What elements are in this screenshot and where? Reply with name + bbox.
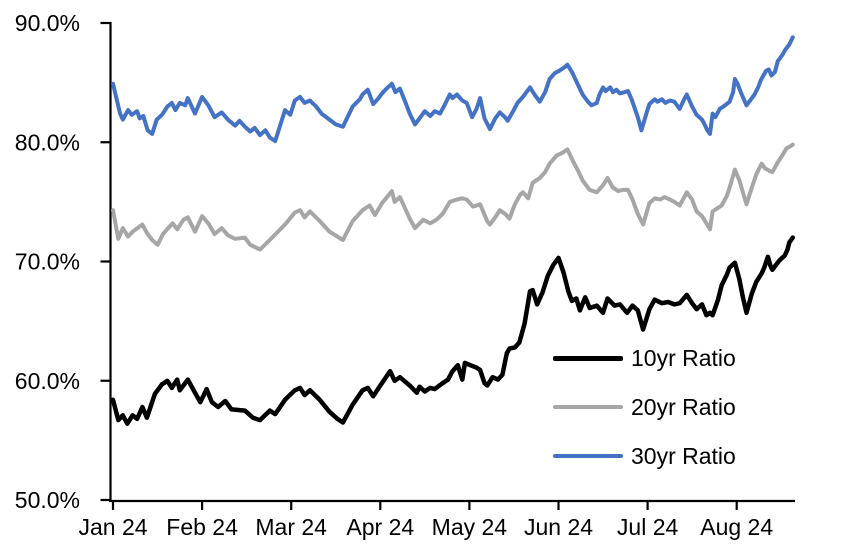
legend-swatch-30yr — [553, 454, 623, 458]
x-tick-label: Jan 24 — [78, 514, 147, 540]
y-axis-ticks: 50.0% 60.0% 70.0% 80.0% 90.0% — [15, 10, 111, 513]
series-lines — [110, 35, 796, 426]
legend-item-30yr-ratio: 30yr Ratio — [553, 442, 736, 470]
series-line-10yr-ratio — [110, 235, 796, 426]
x-tick-label: Jun 24 — [524, 514, 593, 540]
series-line-30yr-ratio — [111, 35, 795, 144]
y-tick-label: 60.0% — [15, 368, 80, 394]
x-tick-label: Aug 24 — [700, 514, 773, 540]
y-tick-label: 90.0% — [15, 10, 80, 36]
series-line-20yr-ratio — [111, 142, 795, 252]
x-tick-label: Feb 24 — [166, 514, 238, 540]
legend-swatch-20yr — [553, 405, 623, 409]
legend-item-10yr-ratio: 10yr Ratio — [553, 344, 736, 372]
legend-swatch-10yr — [553, 355, 623, 361]
axes — [109, 22, 795, 503]
x-tick-label: Jul 24 — [617, 514, 679, 540]
x-tick-label: Mar 24 — [255, 514, 327, 540]
x-tick-label: May 24 — [432, 514, 508, 540]
x-axis-ticks: Jan 24 Feb 24 Mar 24 Apr 24 May 24 Jun 24 Jul … — [78, 502, 773, 540]
legend-label-20yr: 20yr Ratio — [631, 394, 736, 420]
x-tick-label: Apr 24 — [346, 514, 414, 540]
y-tick-label: 50.0% — [15, 487, 80, 513]
y-tick-label: 70.0% — [15, 249, 80, 275]
y-tick-label: 80.0% — [15, 129, 80, 155]
legend-item-20yr-ratio: 20yr Ratio — [553, 393, 736, 421]
legend-label-10yr: 10yr Ratio — [631, 345, 736, 371]
legend-label-30yr: 30yr Ratio — [631, 443, 736, 469]
